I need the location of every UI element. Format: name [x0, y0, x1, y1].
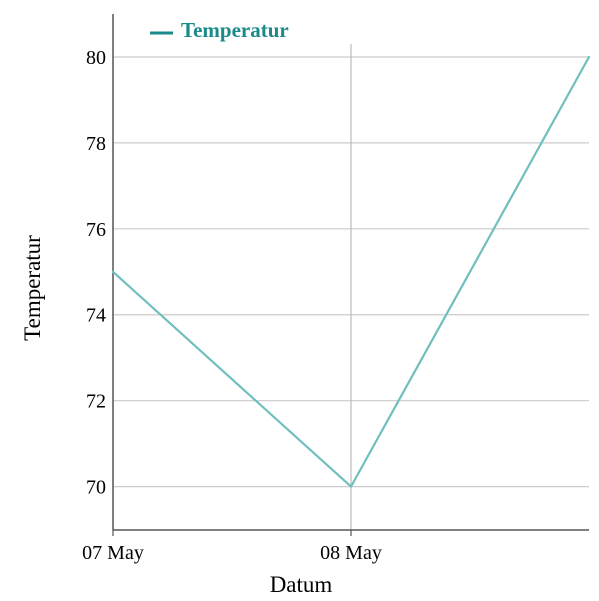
y-tick-labels: 70 72 74 76 78 80 — [86, 47, 106, 499]
y-axis-title: Temperatur — [20, 235, 45, 341]
series-lines — [111, 55, 591, 488]
x-axis-title: Datum — [270, 572, 333, 597]
y-tick-label-74: 74 — [86, 305, 106, 327]
y-tick-label-70: 70 — [86, 477, 106, 499]
x-tick-labels: 07 May 08 May — [82, 530, 382, 564]
grid-lines — [113, 44, 589, 530]
y-tick-label-76: 76 — [86, 219, 106, 241]
y-tick-label-78: 78 — [86, 133, 106, 155]
x-tick-label-1: 08 May — [320, 542, 382, 564]
y-tick-label-80: 80 — [86, 47, 106, 69]
x-tick-label-0: 07 May — [82, 542, 144, 564]
y-tick-label-72: 72 — [86, 391, 106, 413]
legend-label-temperatur: Temperatur — [181, 18, 289, 42]
legend: Temperatur — [150, 18, 289, 42]
